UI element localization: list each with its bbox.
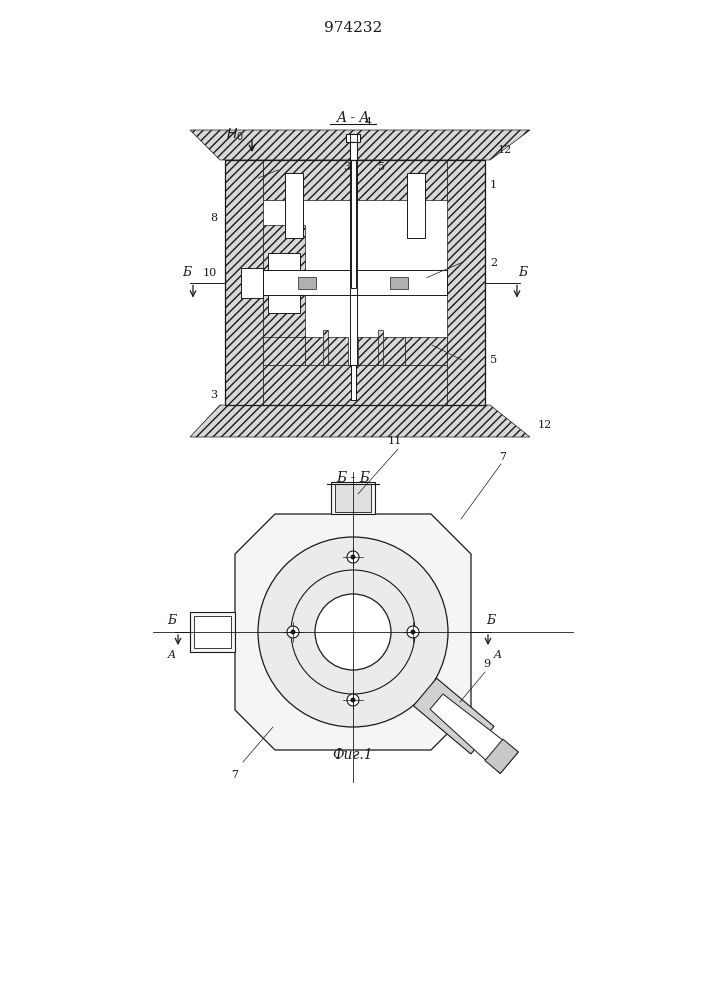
- Text: 12: 12: [538, 420, 552, 430]
- Bar: [447, 160, 485, 405]
- Polygon shape: [485, 739, 518, 773]
- Bar: [305, 337, 348, 365]
- Text: $H_0$: $H_0$: [226, 127, 244, 143]
- Text: 9: 9: [483, 659, 490, 669]
- Bar: [390, 276, 408, 288]
- Text: Б: Б: [486, 613, 496, 626]
- Bar: [351, 160, 356, 288]
- Text: 1: 1: [490, 180, 497, 190]
- Bar: [225, 160, 263, 405]
- Circle shape: [351, 554, 356, 560]
- Polygon shape: [190, 130, 530, 160]
- Circle shape: [351, 698, 356, 702]
- Bar: [335, 484, 371, 512]
- Text: 974232: 974232: [324, 21, 382, 35]
- Bar: [407, 173, 425, 238]
- Text: 5: 5: [490, 355, 497, 365]
- Circle shape: [407, 626, 419, 638]
- Circle shape: [411, 630, 416, 635]
- Text: A - A: A - A: [337, 111, 370, 125]
- Bar: [349, 142, 356, 160]
- Text: Б - Б: Б - Б: [336, 471, 370, 485]
- Bar: [358, 337, 405, 365]
- Text: A: A: [168, 650, 176, 660]
- Text: 7: 7: [231, 770, 238, 780]
- Bar: [346, 134, 360, 142]
- Bar: [225, 160, 485, 405]
- Text: 3: 3: [343, 162, 350, 172]
- Circle shape: [347, 551, 359, 563]
- Circle shape: [287, 626, 299, 638]
- Bar: [323, 330, 328, 365]
- Polygon shape: [430, 694, 518, 773]
- Polygon shape: [235, 514, 471, 750]
- Text: 2: 2: [490, 257, 497, 267]
- Bar: [194, 616, 231, 648]
- Bar: [285, 173, 303, 238]
- Text: Б: Б: [182, 265, 192, 278]
- Bar: [263, 365, 447, 405]
- Text: Фиг.1: Фиг.1: [333, 748, 373, 762]
- Text: 11: 11: [388, 436, 402, 446]
- Bar: [298, 276, 316, 288]
- Text: Б: Б: [518, 265, 527, 278]
- Text: 8: 8: [210, 213, 217, 223]
- Polygon shape: [190, 405, 530, 437]
- Bar: [331, 482, 375, 514]
- Bar: [190, 612, 235, 652]
- Bar: [241, 267, 263, 298]
- Bar: [405, 337, 447, 365]
- Bar: [351, 365, 356, 400]
- Text: 10: 10: [203, 267, 217, 277]
- Bar: [263, 270, 447, 295]
- Text: 3: 3: [210, 390, 217, 400]
- Polygon shape: [414, 678, 494, 754]
- Bar: [263, 225, 305, 340]
- Circle shape: [315, 594, 391, 670]
- Bar: [378, 330, 383, 365]
- Text: 7: 7: [499, 452, 506, 462]
- Circle shape: [291, 630, 296, 635]
- Text: 12: 12: [498, 145, 513, 155]
- Text: A: A: [494, 650, 502, 660]
- Bar: [268, 252, 300, 312]
- Bar: [263, 337, 305, 365]
- Bar: [263, 160, 447, 200]
- Text: 5: 5: [378, 162, 385, 172]
- Circle shape: [347, 694, 359, 706]
- Circle shape: [258, 537, 448, 727]
- Text: 4: 4: [365, 117, 372, 127]
- Text: Б: Б: [168, 613, 177, 626]
